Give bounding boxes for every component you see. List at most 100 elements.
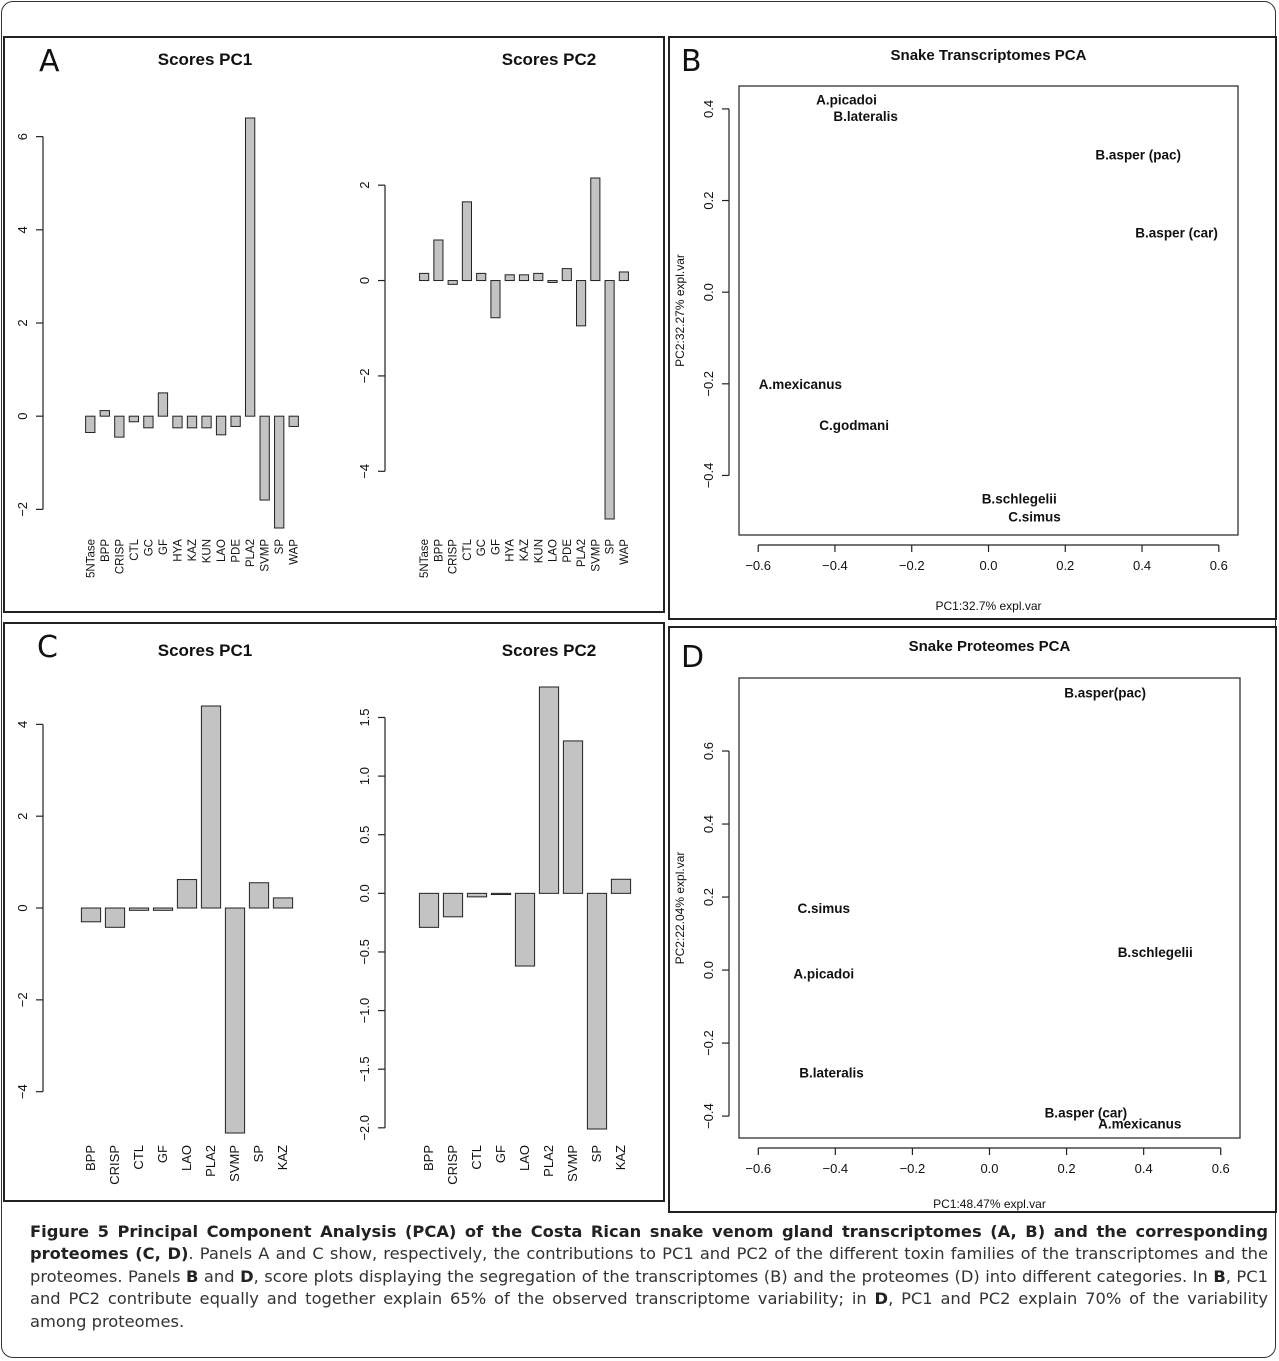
panel-d-y-label: PC2:22.04% expl.var <box>673 852 687 965</box>
panel-b-x-tick-label: −0.4 <box>822 558 848 573</box>
panel-a-pc2-bar <box>533 272 544 282</box>
panel-c-pc1-bar <box>152 907 174 911</box>
panel-c-pc2-bar <box>586 892 608 1130</box>
caption-body-4: , PC1 and PC2 contribute equally and tog… <box>30 1266 1268 1309</box>
panel-d: Snake Proteomes PCA −0.6 −0.4 −0.2 0.0 0.2 0.4… <box>668 626 1277 1213</box>
panel-a-pc2-category-label: KUN <box>533 539 545 563</box>
panel-b-point-label: B.lateralis <box>833 109 898 124</box>
panel-b-x-tick-label: −0.2 <box>899 558 925 573</box>
panel-c-pc1-category-label: PLA2 <box>203 1145 218 1177</box>
panel-a-pc1-bar <box>215 415 227 436</box>
panel-a-pc1-y-tick-label: 0 <box>15 413 30 420</box>
panel-a-pc2-bar <box>504 274 515 282</box>
panel-b-x-tick-label: 0.4 <box>1133 558 1151 573</box>
panel-c-pc2-y-tick-label: −0.5 <box>357 939 372 965</box>
panel-a: Scores PC1 −2 0 2 4 6 5NTase BPP CRISP CTL GC GF HYA… <box>3 36 665 613</box>
panel-a-pc1-bar <box>244 117 256 417</box>
panel-a-pc2-category-label: PLA2 <box>576 539 588 567</box>
panel-d-title: Snake Proteomes PCA <box>909 638 1071 655</box>
panel-a-pc2-category-label: WAP <box>619 539 631 565</box>
panel-a-pc2-category-label: PDE <box>562 539 574 563</box>
panel-c-pc1-bar <box>104 907 126 928</box>
panel-b-point-label: C.godmani <box>819 418 889 433</box>
panel-c-pc2-y-tick-label: −1.5 <box>357 1056 372 1082</box>
panel-a-pc1-y-tick-label: 6 <box>15 133 30 140</box>
panel-c-pc2-bar <box>466 892 488 898</box>
panel-c-pc1-bar <box>272 897 294 909</box>
panel-d-x-tick-label: 0.4 <box>1135 1161 1153 1176</box>
panel-d-x-tick-label: 0.2 <box>1058 1161 1076 1176</box>
panel-a-pc1-bar <box>274 415 285 529</box>
caption-body-3: , score plots displaying the segregation… <box>253 1266 1214 1286</box>
panel-a-pc2-y-tick-label: −2 <box>357 369 372 384</box>
panel-c-pc1-category-label: BPP <box>83 1145 98 1171</box>
panel-a-pc1-bar <box>230 415 241 427</box>
panel-c-pc2-bar <box>610 878 632 894</box>
panel-b-point-label: B.schlegelii <box>982 491 1057 506</box>
panel-d-chart: Snake Proteomes PCA −0.6 −0.4 −0.2 0.0 0.2 0.4… <box>673 638 1241 1211</box>
panel-b-y-tick-label: −0.2 <box>701 371 716 397</box>
panel-b-chart: Snake Transcriptomes PCA −0.6 −0.4 −0.2 0.0 0… <box>673 47 1239 613</box>
panel-a-pc1-bar <box>128 415 140 423</box>
panel-c-pc1-y-tick-label: 2 <box>15 813 30 820</box>
panel-c-pc2-y-tick-label: −2.0 <box>357 1115 372 1141</box>
panel-c-pc2-category-label: SVMP <box>565 1145 580 1182</box>
panel-c-pc1-bar <box>176 879 198 909</box>
panel-c-pc1-bar <box>128 907 150 911</box>
figure-caption: Figure 5 Principal Component Analysis (P… <box>30 1221 1268 1333</box>
panel-a-pc2-category-label: BPP <box>433 539 445 562</box>
panel-c: Scores PC1 −4 −2 0 2 4 BPP CRISP CTL GF LAO PLA2 SVM… <box>3 622 665 1202</box>
caption-bold-b-2: B <box>1213 1266 1226 1286</box>
panel-a-pc2-category-label: LAO <box>548 539 560 562</box>
panel-b-x-tick-label: 0.2 <box>1056 558 1074 573</box>
panel-a-pc1-category-label: KAZ <box>187 539 199 561</box>
panel-d-x-tick-label: −0.6 <box>745 1161 771 1176</box>
panel-a-pc2-bar <box>461 201 472 282</box>
panel-a-pc2-category-label: CRISP <box>448 539 460 574</box>
panel-c-pc2-category-label: BPP <box>421 1145 436 1171</box>
panel-a-pc2-y-tick-label: 0 <box>357 277 372 284</box>
panel-a-pc1-bar <box>186 415 198 429</box>
panel-a-pc2-category-label: GC <box>476 539 488 556</box>
panel-c-pc2-bar <box>418 892 440 928</box>
panel-a-pc2-category-label: GF <box>490 539 502 555</box>
panel-c-pc2-y-tick-label: 1.0 <box>357 767 372 785</box>
panel-b-y-tick-label: 0.0 <box>701 283 716 301</box>
panel-a-pc2-bar <box>518 274 530 282</box>
panel-d-y-tick-label: −0.4 <box>701 1103 716 1129</box>
caption-title: Figure 5 Principal Component Analysis (P… <box>30 1222 1268 1264</box>
panel-a-pc2-category-label: KAZ <box>519 539 531 561</box>
caption-body-2: and <box>198 1266 241 1286</box>
panel-c-pc2-category-label: CTL <box>469 1145 484 1170</box>
panel-a-pc2-category-label: SVMP <box>590 539 602 572</box>
panel-a-pc1-category-label: BPP <box>100 539 112 562</box>
panel-c-chart: Scores PC1 −4 −2 0 2 4 BPP CRISP CTL GF LAO PLA2 SVM… <box>15 641 632 1185</box>
panel-a-pc2-y-tick-label: 2 <box>357 182 372 189</box>
panel-d-x-tick-label: −0.4 <box>823 1161 849 1176</box>
panel-a-pc1-category-label: GF <box>158 539 170 555</box>
panel-d-y-tick-label: 0.0 <box>701 961 716 979</box>
panel-a-pc1-y-tick-label: 2 <box>15 319 30 326</box>
panel-a-pc2-category-label: 5NTase <box>419 539 431 578</box>
panel-a-pc1-category-label: WAP <box>289 539 301 565</box>
panel-b-point-label: B.asper (pac) <box>1095 148 1181 163</box>
panel-c-pc1-category-label: KAZ <box>275 1145 290 1170</box>
panel-c-pc1-y-tick-label: 4 <box>15 721 30 728</box>
panel-d-letter: D <box>681 640 705 675</box>
panel-c-pc1-bar <box>200 705 222 909</box>
panel-c-pc2-category-label: SP <box>589 1145 604 1162</box>
panel-b-x-tick-label: 0.6 <box>1210 558 1228 573</box>
panel-a-pc2-category-label: SP <box>605 539 617 555</box>
panel-a-pc1-bar <box>201 415 212 429</box>
panel-b-plot-box <box>738 85 1239 536</box>
panel-c-pc2-category-label: LAO <box>517 1145 532 1171</box>
panel-a-pc1-category-label: PDE <box>231 539 243 563</box>
panel-a-pc2-bar <box>618 271 629 282</box>
panel-a-pc2-bar <box>561 268 572 282</box>
panel-b-y-tick-label: −0.4 <box>701 463 716 489</box>
panel-d-point-label: B.lateralis <box>799 1065 864 1080</box>
panel-d-point-label: A.mexicanus <box>1098 1116 1181 1131</box>
panel-a-pc2-category-label: HYA <box>505 539 517 562</box>
panel-c-pc2-y-tick-label: 0.0 <box>357 884 372 902</box>
